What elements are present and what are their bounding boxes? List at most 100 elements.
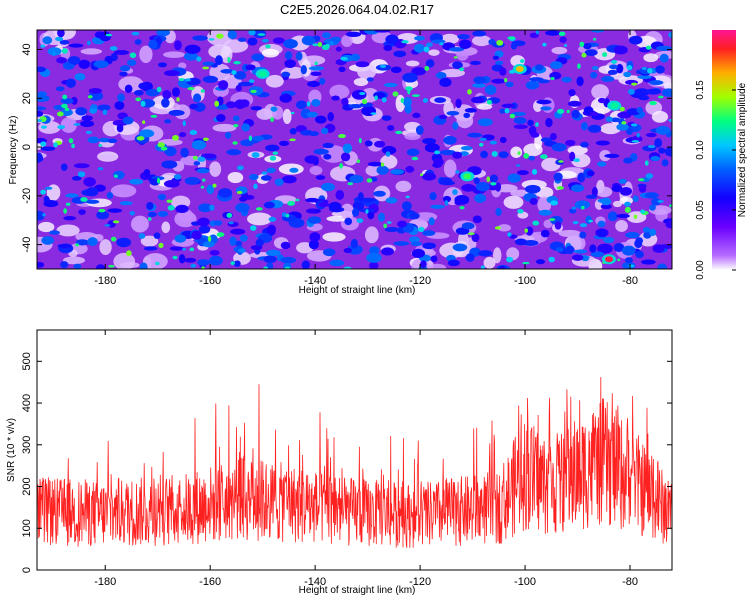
heatmap-cell xyxy=(561,76,572,83)
heatmap-cell xyxy=(269,155,277,161)
heatmap-cell xyxy=(366,77,374,82)
heatmap-cell xyxy=(196,168,210,174)
heatmap-cell xyxy=(187,86,195,91)
heatmap-cell xyxy=(139,262,148,269)
heatmap-cell xyxy=(634,239,643,248)
heatmap-cell xyxy=(40,44,46,48)
heatmap-cell xyxy=(81,115,93,121)
heatmap-cell xyxy=(605,116,613,123)
heatmap-cell xyxy=(499,136,507,144)
heatmap-cell xyxy=(452,121,459,130)
heatmap-cell xyxy=(439,114,448,120)
heatmap-cell xyxy=(235,202,250,213)
heatmap-cell xyxy=(284,59,296,68)
heatmap-cell xyxy=(600,197,612,206)
heatmap-cell xyxy=(226,212,233,218)
heatmap-cell xyxy=(229,236,237,247)
heatmap-cell xyxy=(511,111,527,117)
heatmap-cell xyxy=(411,67,427,76)
heatmap-cell xyxy=(306,111,318,118)
heatmap-cell xyxy=(452,151,463,159)
heatmap-cell xyxy=(287,200,296,206)
heatmap-cell xyxy=(530,132,540,138)
heatmap-cell xyxy=(163,70,180,77)
heatmap-cell xyxy=(37,94,50,102)
heatmap-cell xyxy=(347,244,363,255)
heatmap-cell xyxy=(99,239,112,256)
heatmap-cell xyxy=(631,82,638,86)
heatmap-cell xyxy=(607,211,618,222)
heatmap-cell xyxy=(624,201,631,207)
heatmap-cell xyxy=(483,256,496,269)
heatmap-cell xyxy=(40,125,47,129)
heatmap-cell xyxy=(405,165,415,173)
heatmap-cell xyxy=(257,33,266,36)
heatmap-cell xyxy=(301,35,316,46)
heatmap-cell xyxy=(86,40,91,46)
heatmap-cell xyxy=(68,138,74,144)
heatmap-cell xyxy=(374,95,378,101)
heatmap-cell xyxy=(42,213,46,217)
heatmap-cell xyxy=(385,197,398,204)
heatmap-cell xyxy=(331,95,340,101)
heatmap-cell xyxy=(657,200,664,203)
heatmap-cell xyxy=(549,218,556,221)
heatmap-cell xyxy=(263,266,269,269)
heatmap-cell xyxy=(616,123,629,131)
heatmap-cell xyxy=(507,36,516,40)
heatmap-cell xyxy=(272,151,279,155)
heatmap-cell xyxy=(627,88,635,95)
heatmap-cell xyxy=(201,266,205,269)
heatmap-cell xyxy=(184,44,201,54)
heatmap-cell xyxy=(147,211,157,217)
heatmap-cell xyxy=(550,76,555,80)
heatmap-cell xyxy=(162,90,172,100)
heatmap-cell xyxy=(597,229,607,238)
heatmap-cell xyxy=(212,183,217,188)
heatmap-cell xyxy=(235,84,243,92)
heatmap-cell xyxy=(625,127,633,136)
heatmap-cell xyxy=(645,88,662,95)
heatmap-cell xyxy=(429,192,437,201)
heatmap-cell xyxy=(119,65,131,72)
heatmap-cell xyxy=(531,168,538,175)
heatmap-cell xyxy=(535,259,546,265)
heatmap-cell xyxy=(119,201,133,206)
heatmap-cell xyxy=(340,203,355,220)
heatmap-cell xyxy=(638,95,650,101)
heatmap-cell xyxy=(364,140,373,147)
heatmap-cell xyxy=(650,155,661,162)
heatmap-cell xyxy=(37,210,45,221)
heatmap-cell xyxy=(574,200,590,210)
y-tick-label: 0 xyxy=(21,144,33,150)
heatmap-panel: -180 -160 -140 -120 -100 -80 -40 -20 0 20 40 Heig… xyxy=(8,29,673,296)
heatmap-cell xyxy=(112,220,120,224)
heatmap-cell xyxy=(263,255,277,264)
heatmap-cell xyxy=(108,264,115,268)
heatmap-hotspot-core xyxy=(610,102,619,109)
heatmap-cell xyxy=(631,140,640,143)
heatmap-cell xyxy=(307,216,321,224)
heatmap-cell xyxy=(270,106,278,112)
heatmap-cell xyxy=(405,86,413,91)
heatmap-cell xyxy=(37,66,47,73)
heatmap-cell xyxy=(665,220,672,229)
heatmap-cell xyxy=(251,152,260,158)
heatmap-cell xyxy=(330,36,342,43)
heatmap-cell xyxy=(641,66,647,71)
heatmap-cell xyxy=(248,79,255,83)
heatmap-cell xyxy=(385,34,399,45)
heatmap-y-ticks: -40 -20 0 20 40 xyxy=(21,43,672,253)
heatmap-cell xyxy=(536,99,552,105)
heatmap-cell xyxy=(53,142,58,148)
heatmap-cell xyxy=(114,101,125,110)
heatmap-cell xyxy=(267,224,277,235)
heatmap-cell xyxy=(239,234,248,242)
heatmap-cell xyxy=(597,243,613,254)
heatmap-cell xyxy=(140,235,159,247)
heatmap-cell xyxy=(63,215,77,221)
heatmap-cell xyxy=(197,217,210,227)
heatmap-cell xyxy=(116,124,124,133)
heatmap-cell xyxy=(339,162,343,169)
heatmap-cell xyxy=(182,247,187,251)
